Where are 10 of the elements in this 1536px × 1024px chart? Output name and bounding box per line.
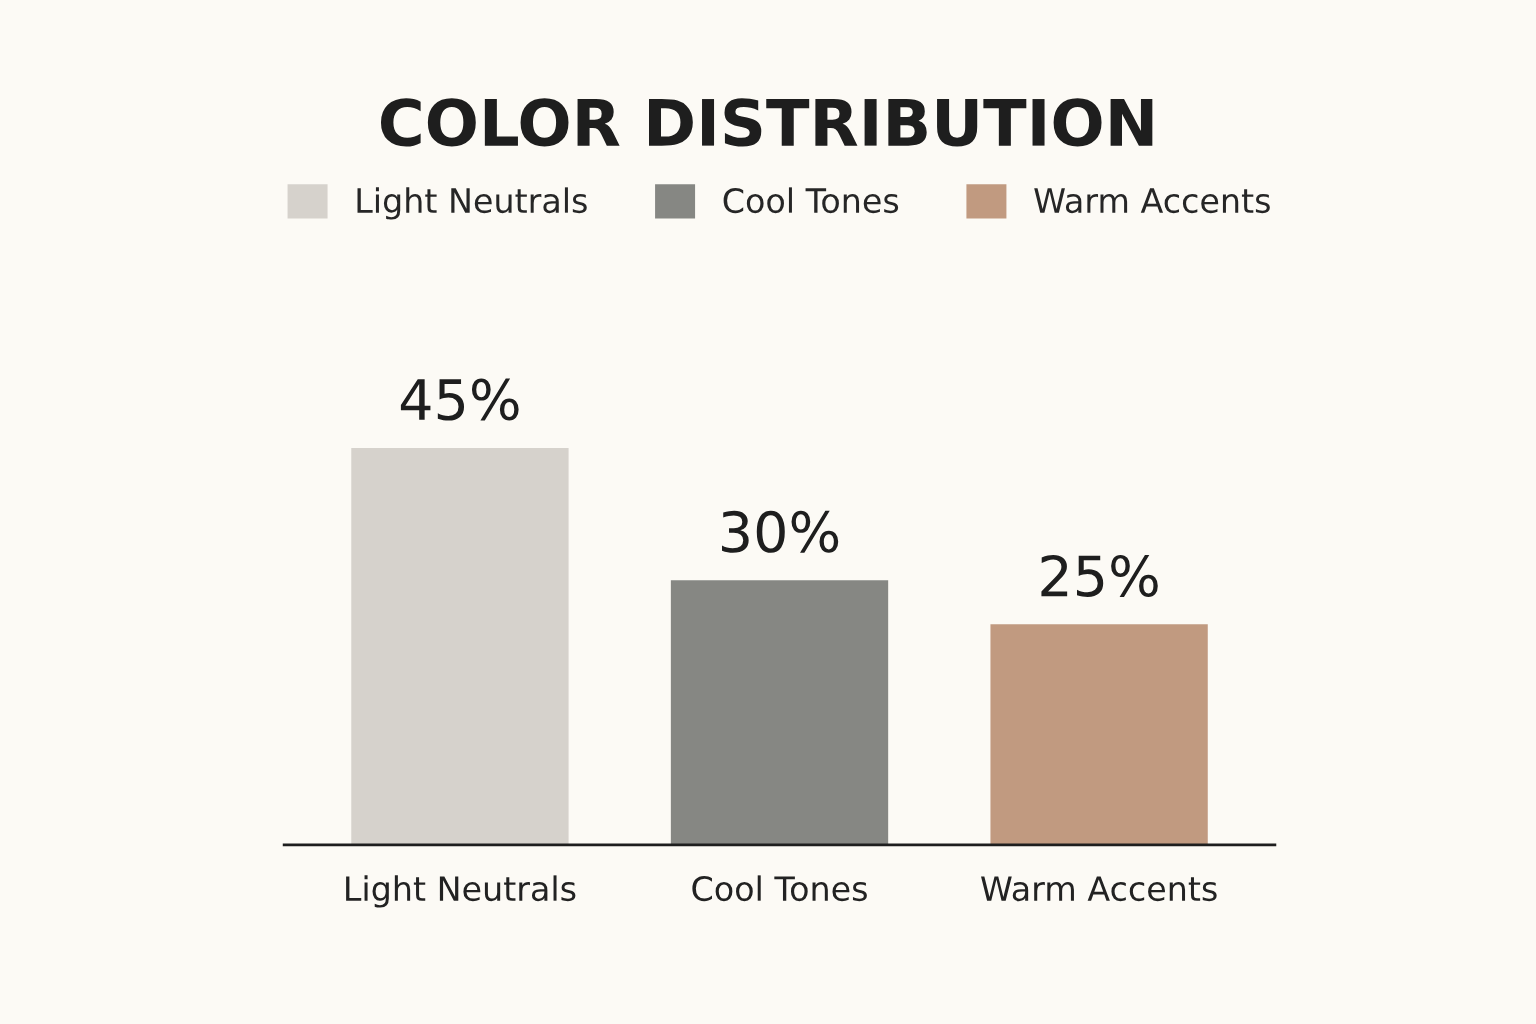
legend-label: Warm Accents [1034,188,1270,214]
data-label: 45% [400,378,519,421]
x-tick-label: Light Neutrals [346,875,576,908]
legend-label: Light Neutrals [357,187,587,220]
chart-title: COLOR DISTRIBUTION [380,98,1153,147]
x-tick-label: Warm Accents [981,876,1217,902]
data-label: 30% [722,510,839,553]
x-tick-label: Cool Tones [692,875,867,902]
data-label: 25% [1041,554,1158,597]
legend-label: Cool Tones [723,187,899,214]
